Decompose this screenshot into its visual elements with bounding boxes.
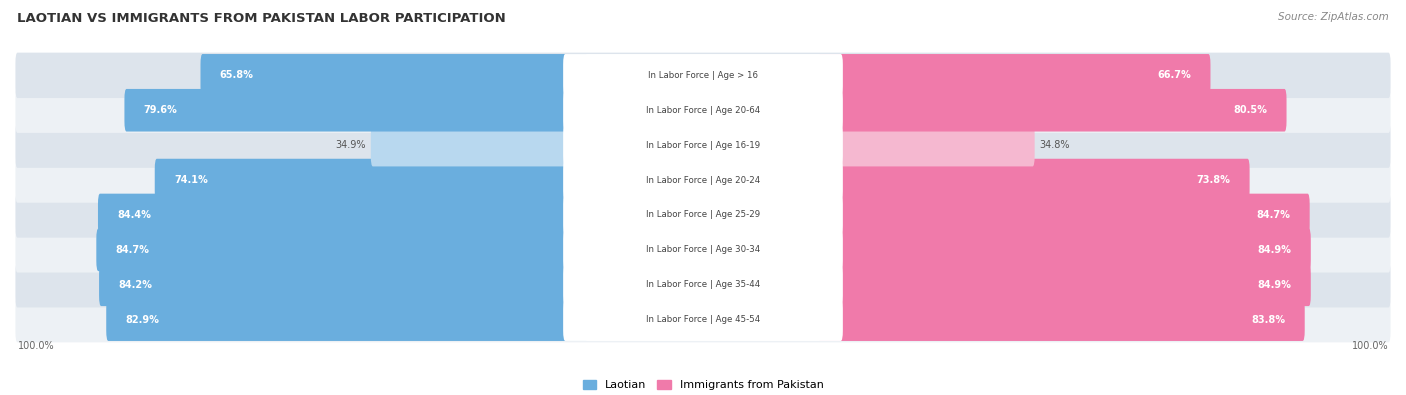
Text: 80.5%: 80.5% (1233, 105, 1267, 115)
FancyBboxPatch shape (818, 89, 1286, 132)
Legend: Laotian, Immigrants from Pakistan: Laotian, Immigrants from Pakistan (582, 380, 824, 390)
Text: In Labor Force | Age 16-19: In Labor Force | Age 16-19 (645, 141, 761, 150)
Text: 73.8%: 73.8% (1197, 175, 1230, 185)
FancyBboxPatch shape (97, 229, 588, 271)
Text: In Labor Force | Age 25-29: In Labor Force | Age 25-29 (645, 211, 761, 220)
FancyBboxPatch shape (15, 192, 1391, 238)
Text: 84.4%: 84.4% (117, 210, 150, 220)
Text: In Labor Force | Age 35-44: In Labor Force | Age 35-44 (645, 280, 761, 289)
FancyBboxPatch shape (818, 124, 1035, 166)
FancyBboxPatch shape (564, 263, 842, 306)
Text: 84.9%: 84.9% (1257, 245, 1292, 255)
Text: 82.9%: 82.9% (125, 315, 159, 325)
Text: LAOTIAN VS IMMIGRANTS FROM PAKISTAN LABOR PARTICIPATION: LAOTIAN VS IMMIGRANTS FROM PAKISTAN LABO… (17, 12, 506, 25)
FancyBboxPatch shape (155, 159, 588, 201)
FancyBboxPatch shape (564, 298, 842, 341)
Text: In Labor Force | Age 45-54: In Labor Force | Age 45-54 (645, 315, 761, 324)
FancyBboxPatch shape (201, 54, 588, 97)
Text: 66.7%: 66.7% (1157, 70, 1191, 80)
FancyBboxPatch shape (818, 229, 1310, 271)
Text: In Labor Force | Age 20-64: In Labor Force | Age 20-64 (645, 106, 761, 115)
Text: 84.7%: 84.7% (1257, 210, 1291, 220)
FancyBboxPatch shape (107, 298, 588, 341)
FancyBboxPatch shape (15, 157, 1391, 203)
Text: In Labor Force | Age > 16: In Labor Force | Age > 16 (648, 71, 758, 80)
FancyBboxPatch shape (15, 227, 1391, 273)
Text: In Labor Force | Age 30-34: In Labor Force | Age 30-34 (645, 245, 761, 254)
Text: 79.6%: 79.6% (143, 105, 177, 115)
FancyBboxPatch shape (564, 159, 842, 201)
Text: 84.7%: 84.7% (115, 245, 149, 255)
FancyBboxPatch shape (15, 122, 1391, 168)
Text: 83.8%: 83.8% (1251, 315, 1285, 325)
FancyBboxPatch shape (564, 229, 842, 271)
FancyBboxPatch shape (98, 263, 588, 306)
FancyBboxPatch shape (818, 159, 1250, 201)
FancyBboxPatch shape (15, 262, 1391, 307)
FancyBboxPatch shape (564, 194, 842, 236)
Text: 65.8%: 65.8% (219, 70, 253, 80)
FancyBboxPatch shape (818, 194, 1309, 236)
FancyBboxPatch shape (15, 53, 1391, 98)
FancyBboxPatch shape (15, 297, 1391, 342)
Text: 74.1%: 74.1% (174, 175, 208, 185)
FancyBboxPatch shape (564, 124, 842, 166)
Text: 100.0%: 100.0% (17, 341, 53, 351)
FancyBboxPatch shape (124, 89, 588, 132)
FancyBboxPatch shape (564, 54, 842, 97)
FancyBboxPatch shape (371, 124, 588, 166)
Text: 84.9%: 84.9% (1257, 280, 1292, 290)
Text: 100.0%: 100.0% (1353, 341, 1389, 351)
Text: 34.9%: 34.9% (336, 140, 366, 150)
FancyBboxPatch shape (818, 298, 1305, 341)
Text: Source: ZipAtlas.com: Source: ZipAtlas.com (1278, 12, 1389, 22)
Text: 34.8%: 34.8% (1039, 140, 1070, 150)
FancyBboxPatch shape (98, 194, 588, 236)
Text: In Labor Force | Age 20-24: In Labor Force | Age 20-24 (645, 175, 761, 184)
FancyBboxPatch shape (564, 89, 842, 132)
FancyBboxPatch shape (818, 263, 1310, 306)
FancyBboxPatch shape (818, 54, 1211, 97)
Text: 84.2%: 84.2% (118, 280, 152, 290)
FancyBboxPatch shape (15, 88, 1391, 133)
